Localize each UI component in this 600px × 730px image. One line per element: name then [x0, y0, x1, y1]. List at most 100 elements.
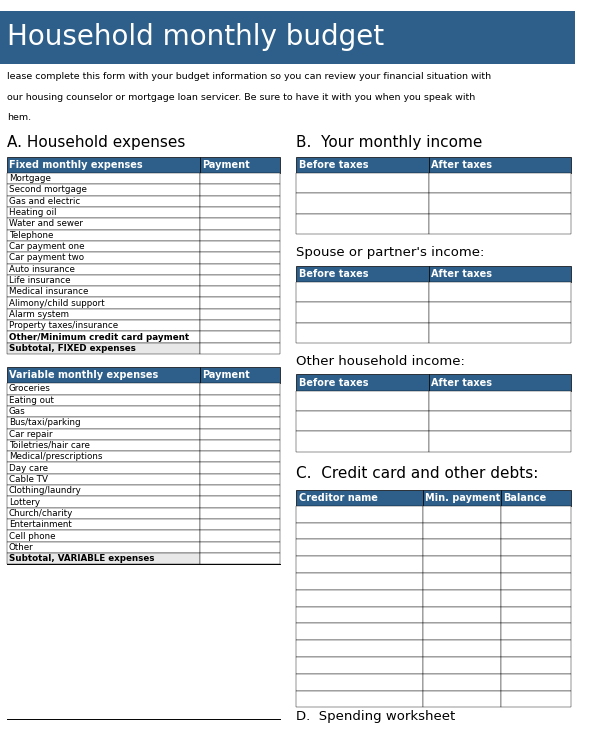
Bar [296, 374, 428, 391]
Bar [7, 173, 200, 184]
Bar [200, 196, 280, 207]
Text: Cell phone: Cell phone [8, 531, 55, 540]
Bar [7, 185, 200, 196]
Bar [200, 253, 280, 264]
Text: Balance: Balance [503, 493, 546, 503]
Bar [200, 229, 280, 241]
Text: lease complete this form with your budget information so you can review your fin: lease complete this form with your budge… [7, 72, 491, 81]
Bar [500, 523, 571, 539]
Bar [7, 451, 200, 463]
Text: Before taxes: Before taxes [299, 160, 368, 170]
Bar [428, 431, 571, 452]
Bar [7, 519, 200, 530]
Text: our housing counselor or mortgage loan servicer. Be sure to have it with you whe: our housing counselor or mortgage loan s… [7, 93, 475, 101]
Bar [200, 553, 280, 564]
Bar [7, 157, 200, 173]
Text: Variable monthly expenses: Variable monthly expenses [9, 370, 158, 380]
Text: Heating oil: Heating oil [8, 208, 56, 217]
Bar [296, 411, 428, 431]
Text: After taxes: After taxes [431, 377, 492, 388]
Bar [7, 474, 200, 485]
Bar [200, 173, 280, 184]
Bar [7, 218, 200, 229]
Bar [200, 406, 280, 418]
Bar [296, 607, 423, 623]
Bar [296, 623, 423, 640]
Bar [7, 553, 200, 564]
Bar [200, 241, 280, 252]
Bar [423, 607, 500, 623]
Text: Household monthly budget: Household monthly budget [7, 23, 384, 51]
Bar [500, 607, 571, 623]
Text: Alarm system: Alarm system [8, 310, 68, 319]
Bar [7, 275, 200, 286]
Text: Church/charity: Church/charity [8, 509, 73, 518]
Bar [428, 282, 571, 302]
Bar [7, 429, 200, 439]
Bar [428, 157, 571, 173]
Bar [296, 193, 428, 214]
Bar [7, 496, 200, 508]
Text: Bus/taxi/parking: Bus/taxi/parking [8, 418, 80, 427]
Bar [200, 320, 280, 331]
Bar [296, 266, 428, 282]
Bar [423, 674, 500, 691]
Bar [296, 391, 428, 411]
Bar [428, 173, 571, 193]
Text: hem.: hem. [7, 113, 31, 122]
Text: Car payment one: Car payment one [8, 242, 84, 251]
Text: Medical/prescriptions: Medical/prescriptions [8, 453, 102, 461]
Text: After taxes: After taxes [431, 160, 492, 170]
Bar [200, 463, 280, 474]
Bar [423, 573, 500, 590]
Bar [296, 590, 423, 607]
Bar [500, 490, 571, 506]
Text: Subtotal, VARIABLE expenses: Subtotal, VARIABLE expenses [8, 554, 154, 563]
Bar [296, 431, 428, 452]
Bar [200, 439, 280, 451]
Bar [500, 657, 571, 674]
Bar [296, 523, 423, 539]
Bar [200, 367, 280, 383]
Bar [7, 383, 200, 395]
Bar [500, 674, 571, 691]
Bar [7, 264, 200, 274]
Bar [296, 556, 423, 573]
Bar [7, 367, 200, 383]
Text: Second mortgage: Second mortgage [8, 185, 86, 194]
Bar [200, 451, 280, 463]
Bar [296, 302, 428, 323]
Bar [7, 253, 200, 264]
Bar [296, 490, 423, 506]
Bar [7, 439, 200, 451]
Bar [7, 395, 200, 406]
Text: Creditor name: Creditor name [299, 493, 377, 503]
Bar [200, 157, 280, 173]
Text: Telephone: Telephone [8, 231, 53, 239]
Bar [200, 207, 280, 218]
Bar [7, 298, 200, 309]
Bar [7, 530, 200, 542]
Bar [296, 282, 428, 302]
Bar [500, 573, 571, 590]
Bar [200, 331, 280, 342]
Bar [428, 374, 571, 391]
Text: B.  Your monthly income: B. Your monthly income [296, 135, 482, 150]
Bar [500, 623, 571, 640]
Bar [423, 640, 500, 657]
Text: Car payment two: Car payment two [8, 253, 84, 262]
Bar [200, 519, 280, 530]
Bar [200, 343, 280, 354]
Text: Before taxes: Before taxes [299, 377, 368, 388]
Bar [296, 573, 423, 590]
Text: Fixed monthly expenses: Fixed monthly expenses [9, 160, 143, 170]
Text: Gas: Gas [8, 407, 25, 416]
Bar [423, 590, 500, 607]
Bar [500, 640, 571, 657]
Text: Entertainment: Entertainment [8, 520, 71, 529]
Bar [200, 309, 280, 320]
Bar [500, 506, 571, 523]
Text: Cable TV: Cable TV [8, 475, 47, 484]
Bar [200, 383, 280, 395]
Bar [428, 266, 571, 282]
